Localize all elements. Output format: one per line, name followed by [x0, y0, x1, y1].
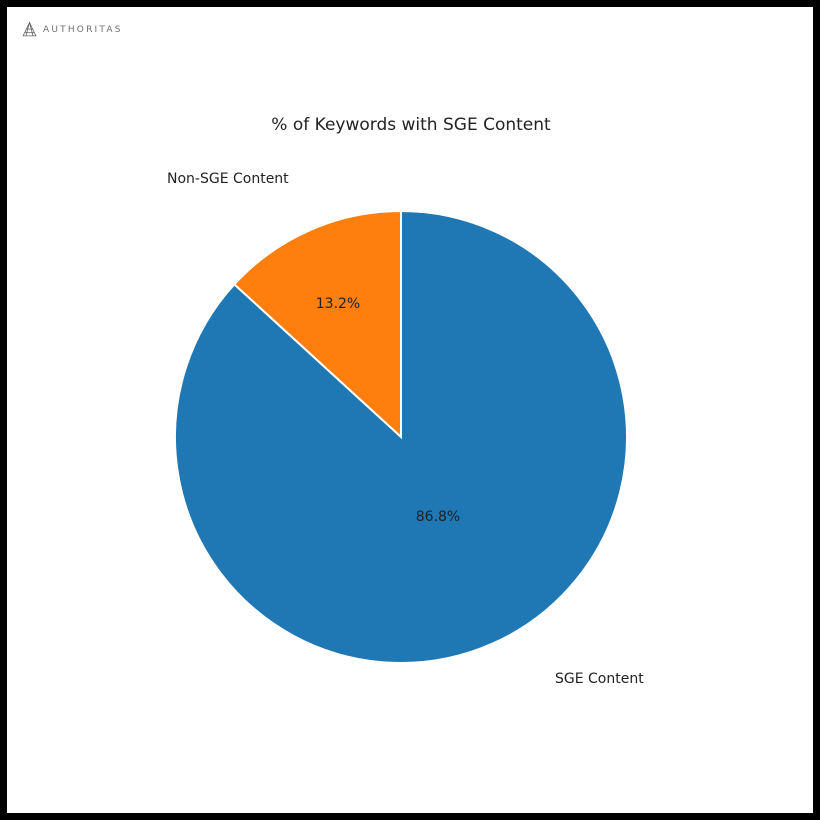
authoritas-icon — [21, 21, 38, 38]
slice-pct-sge: 86.8% — [416, 509, 460, 525]
slice-pct-non-sge: 13.2% — [316, 296, 360, 312]
pie-chart — [173, 209, 629, 669]
chart-title: % of Keywords with SGE Content — [7, 115, 815, 135]
brand-name: AUTHORITAS — [43, 25, 123, 35]
brand-logo: AUTHORITAS — [21, 21, 123, 38]
chart-frame: AUTHORITAS % of Keywords with SGE Conten… — [6, 6, 814, 814]
pie-svg — [173, 209, 629, 665]
slice-label-non-sge: Non-SGE Content — [167, 171, 289, 187]
slice-label-sge: SGE Content — [555, 671, 644, 687]
